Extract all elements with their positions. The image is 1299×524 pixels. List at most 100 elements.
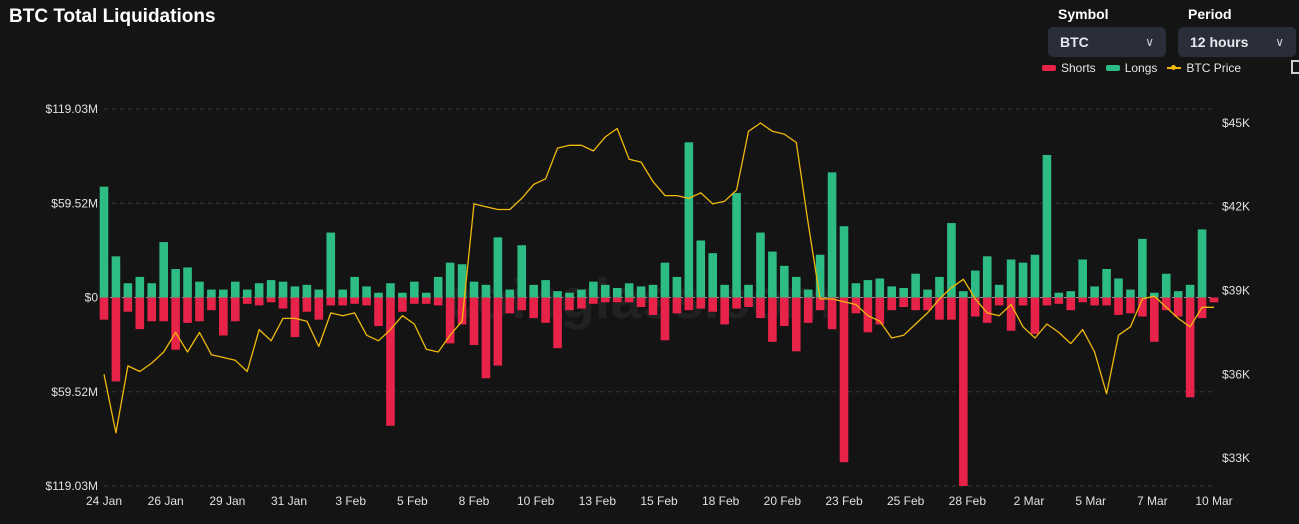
longs-bar[interactable] <box>1054 292 1064 298</box>
shorts-bar[interactable] <box>350 297 359 304</box>
longs-bar[interactable] <box>648 284 658 298</box>
shorts-bar[interactable] <box>529 297 538 319</box>
longs-bar[interactable] <box>863 280 873 298</box>
shorts-bar[interactable] <box>445 297 455 344</box>
longs-bar[interactable] <box>660 262 670 298</box>
longs-bar[interactable] <box>756 232 765 298</box>
longs-bar[interactable] <box>1030 254 1040 298</box>
longs-bar[interactable] <box>135 276 145 298</box>
shorts-bar[interactable] <box>1042 297 1052 306</box>
longs-bar[interactable] <box>242 289 252 298</box>
longs-bar[interactable] <box>732 192 741 298</box>
shorts-bar[interactable] <box>493 297 503 366</box>
shorts-bar[interactable] <box>374 297 383 327</box>
longs-bar[interactable] <box>1114 278 1123 298</box>
shorts-bar[interactable] <box>433 297 443 306</box>
shorts-bar[interactable] <box>791 297 801 352</box>
longs-bar[interactable] <box>1102 268 1111 298</box>
longs-bar[interactable] <box>159 242 168 298</box>
shorts-bar[interactable] <box>1030 297 1040 334</box>
shorts-bar[interactable] <box>1078 297 1088 303</box>
shorts-bar[interactable] <box>1066 297 1076 311</box>
longs-bar[interactable] <box>696 240 706 298</box>
shorts-bar[interactable] <box>827 297 837 330</box>
shorts-bar[interactable] <box>410 297 419 304</box>
longs-bar[interactable] <box>123 283 133 298</box>
longs-bar[interactable] <box>672 276 682 298</box>
longs-bar[interactable] <box>326 232 336 298</box>
longs-bar[interactable] <box>338 289 348 298</box>
shorts-bar[interactable] <box>219 297 228 336</box>
longs-bar[interactable] <box>445 262 455 298</box>
shorts-bar[interactable] <box>612 297 622 303</box>
longs-bar[interactable] <box>947 223 956 298</box>
longs-bar[interactable] <box>982 256 992 298</box>
shorts-bar[interactable] <box>254 297 264 306</box>
longs-bar[interactable] <box>99 186 109 298</box>
longs-bar[interactable] <box>875 278 885 298</box>
longs-bar[interactable] <box>111 256 121 298</box>
shorts-bar[interactable] <box>959 297 968 486</box>
shorts-bar[interactable] <box>1114 297 1123 315</box>
longs-bar[interactable] <box>768 251 777 298</box>
shorts-bar[interactable] <box>1102 297 1111 306</box>
longs-bar[interactable] <box>290 286 300 298</box>
shorts-bar[interactable] <box>207 297 216 311</box>
longs-bar[interactable] <box>266 280 276 298</box>
shorts-bar[interactable] <box>386 297 395 426</box>
longs-bar[interactable] <box>553 291 562 298</box>
longs-bar[interactable] <box>636 286 646 298</box>
shorts-bar[interactable] <box>708 297 718 312</box>
shorts-bar[interactable] <box>1018 297 1028 306</box>
shorts-bar[interactable] <box>1126 297 1135 314</box>
shorts-bar[interactable] <box>183 297 192 323</box>
save-image-icon[interactable] <box>1291 60 1299 74</box>
longs-bar[interactable] <box>851 283 861 298</box>
shorts-bar[interactable] <box>947 297 956 320</box>
longs-bar[interactable] <box>612 287 622 298</box>
longs-bar[interactable] <box>780 265 789 298</box>
longs-bar[interactable] <box>1185 284 1195 298</box>
longs-bar[interactable] <box>529 284 538 298</box>
longs-bar[interactable] <box>911 273 920 298</box>
longs-bar[interactable] <box>457 264 467 298</box>
longs-bar[interactable] <box>923 289 932 298</box>
shorts-bar[interactable] <box>457 297 467 325</box>
longs-bar[interactable] <box>350 276 359 298</box>
longs-bar[interactable] <box>398 292 407 298</box>
longs-bar[interactable] <box>1173 291 1183 298</box>
shorts-bar[interactable] <box>338 297 348 306</box>
shorts-bar[interactable] <box>481 297 491 379</box>
shorts-bar[interactable] <box>565 297 574 311</box>
shorts-bar[interactable] <box>159 297 168 322</box>
legend-item-price[interactable]: BTC Price <box>1167 61 1241 75</box>
shorts-bar[interactable] <box>278 297 288 309</box>
shorts-bar[interactable] <box>756 297 765 319</box>
longs-bar[interactable] <box>1126 289 1135 298</box>
shorts-bar[interactable] <box>1138 297 1147 317</box>
longs-bar[interactable] <box>481 284 491 298</box>
longs-bar[interactable] <box>600 284 610 298</box>
shorts-bar[interactable] <box>242 297 252 304</box>
shorts-bar[interactable] <box>147 297 157 322</box>
shorts-bar[interactable] <box>660 297 670 341</box>
longs-bar[interactable] <box>839 226 849 298</box>
shorts-bar[interactable] <box>768 297 777 342</box>
shorts-bar[interactable] <box>326 297 336 306</box>
longs-bar[interactable] <box>899 287 908 298</box>
shorts-bar[interactable] <box>577 297 586 309</box>
longs-bar[interactable] <box>815 254 825 298</box>
longs-bar[interactable] <box>970 270 980 298</box>
symbol-select[interactable]: BTC ∨ <box>1048 27 1166 57</box>
longs-bar[interactable] <box>493 237 503 298</box>
longs-bar[interactable] <box>230 281 240 298</box>
shorts-bar[interactable] <box>171 297 180 350</box>
shorts-bar[interactable] <box>780 297 789 327</box>
longs-bar[interactable] <box>827 172 837 298</box>
shorts-bar[interactable] <box>135 297 145 330</box>
shorts-bar[interactable] <box>994 297 1004 306</box>
shorts-bar[interactable] <box>624 297 634 303</box>
shorts-bar[interactable] <box>600 297 610 303</box>
shorts-bar[interactable] <box>815 297 825 311</box>
shorts-bar[interactable] <box>266 297 276 303</box>
